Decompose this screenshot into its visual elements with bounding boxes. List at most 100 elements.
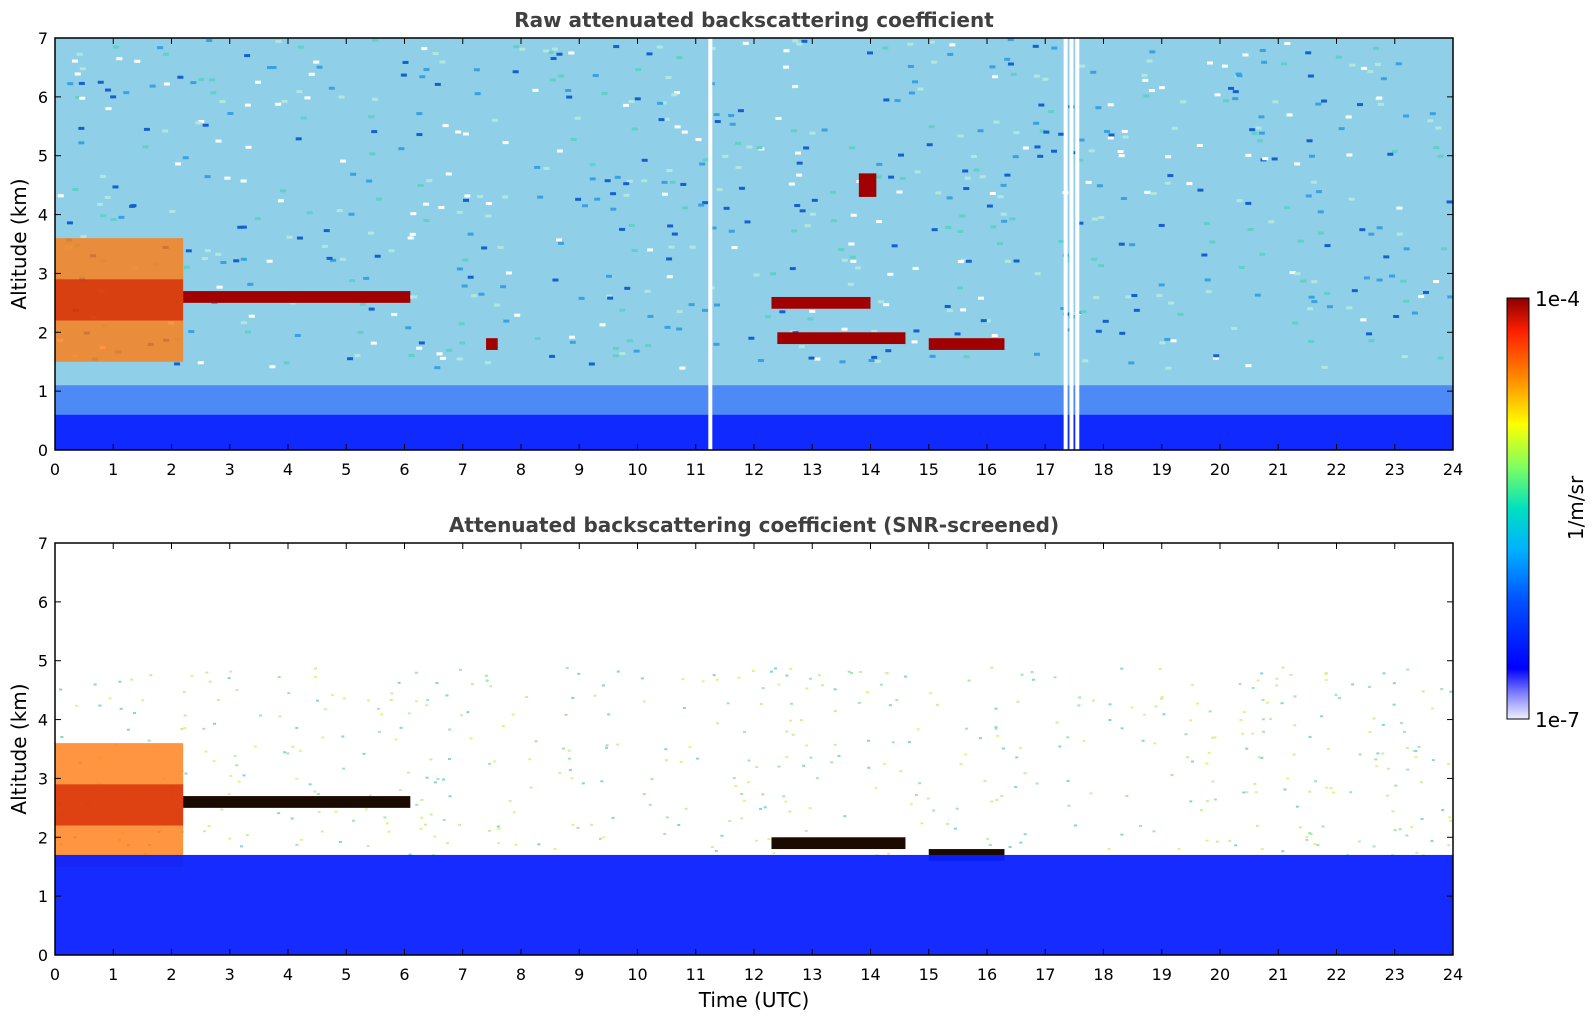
noise-speck	[830, 219, 837, 223]
noise-speck	[1209, 240, 1216, 244]
noise-speck	[1349, 63, 1356, 67]
noise-speck	[751, 669, 755, 672]
noise-speck	[1160, 696, 1164, 699]
noise-speck	[436, 777, 440, 780]
x-tick-label: 18	[1093, 460, 1113, 479]
noise-speck	[1122, 135, 1129, 139]
noise-speck	[1159, 341, 1166, 345]
panel-title: Raw attenuated backscattering coefficien…	[514, 8, 994, 32]
noise-speck	[1257, 756, 1261, 759]
noise-speck	[850, 259, 857, 263]
noise-speck	[320, 830, 324, 833]
noise-speck	[1435, 126, 1442, 130]
noise-speck	[188, 330, 195, 334]
noise-speck	[340, 159, 347, 163]
noise-speck	[374, 254, 381, 258]
noise-speck	[1128, 361, 1135, 365]
noise-speck	[744, 220, 751, 224]
noise-speck	[445, 842, 449, 845]
x-tick-label: 9	[574, 460, 584, 479]
noise-speck	[676, 310, 683, 314]
noise-speck	[1190, 684, 1194, 687]
y-tick-label: 4	[38, 711, 48, 730]
noise-speck	[1158, 283, 1165, 287]
noise-speck	[1117, 150, 1124, 154]
noise-speck	[432, 52, 439, 56]
noise-speck	[434, 82, 441, 86]
noise-speck	[1320, 715, 1324, 718]
x-tick-label: 22	[1326, 965, 1346, 984]
noise-speck	[357, 330, 364, 334]
noise-speck	[676, 56, 683, 60]
noise-speck	[435, 682, 439, 685]
noise-speck	[756, 146, 763, 150]
noise-speck	[313, 667, 317, 670]
noise-speck	[364, 808, 368, 811]
noise-speck	[149, 84, 156, 88]
noise-speck	[1447, 844, 1451, 847]
noise-speck	[1293, 724, 1297, 727]
noise-speck	[1000, 183, 1007, 187]
noise-speck	[918, 782, 922, 785]
panel-title: Attenuated backscattering coefficient (S…	[449, 513, 1059, 537]
noise-speck	[916, 728, 920, 731]
noise-speck	[1118, 154, 1125, 158]
noise-speck	[295, 777, 299, 780]
noise-speck	[237, 225, 244, 229]
noise-speck	[1165, 366, 1172, 370]
noise-speck	[713, 113, 720, 117]
noise-speck	[698, 203, 705, 207]
noise-speck	[471, 294, 478, 298]
noise-speck	[244, 54, 251, 58]
x-tick-label: 21	[1268, 460, 1288, 479]
noise-speck	[601, 684, 605, 687]
noise-speck	[811, 198, 818, 202]
noise-speck	[197, 361, 204, 365]
noise-speck	[1292, 753, 1296, 756]
noise-speck	[206, 39, 213, 43]
x-tick-label: 16	[977, 460, 997, 479]
noise-speck	[1160, 697, 1164, 700]
noise-speck	[1211, 736, 1215, 739]
noise-speck	[497, 827, 501, 830]
noise-speck	[1231, 326, 1238, 330]
noise-speck	[964, 727, 968, 730]
noise-speck	[994, 726, 998, 729]
noise-speck	[461, 284, 468, 288]
noise-speck	[857, 701, 861, 704]
noise-speck	[710, 846, 714, 849]
y-axis-label: Altitude (km)	[7, 178, 31, 309]
noise-speck	[551, 47, 558, 51]
noise-speck	[1211, 780, 1215, 783]
noise-speck	[235, 764, 239, 767]
x-tick-label: 8	[516, 460, 526, 479]
noise-speck	[994, 707, 998, 710]
noise-speck	[254, 217, 261, 221]
noise-speck	[458, 823, 462, 826]
noise-speck	[255, 80, 262, 84]
noise-speck	[679, 366, 686, 370]
noise-speck	[1294, 272, 1301, 276]
noise-speck	[1238, 265, 1245, 269]
noise-speck	[566, 95, 573, 99]
noise-speck	[1245, 201, 1252, 205]
noise-speck	[1033, 121, 1040, 125]
noise-speck	[1245, 791, 1249, 794]
noise-speck	[1004, 57, 1011, 61]
y-tick-label: 1	[38, 887, 48, 906]
noise-speck	[833, 709, 837, 712]
noise-speck	[807, 317, 814, 321]
noise-speck	[299, 838, 303, 841]
noise-speck	[1048, 110, 1055, 114]
noise-speck	[740, 817, 744, 820]
noise-speck	[808, 677, 812, 680]
noise-speck	[665, 816, 669, 819]
noise-speck	[1399, 722, 1403, 725]
noise-speck	[883, 303, 890, 307]
x-tick-label: 11	[686, 965, 706, 984]
noise-speck	[883, 762, 887, 765]
noise-speck	[287, 692, 291, 695]
noise-speck	[220, 261, 227, 265]
noise-speck	[227, 677, 231, 680]
noise-speck	[1247, 227, 1254, 231]
